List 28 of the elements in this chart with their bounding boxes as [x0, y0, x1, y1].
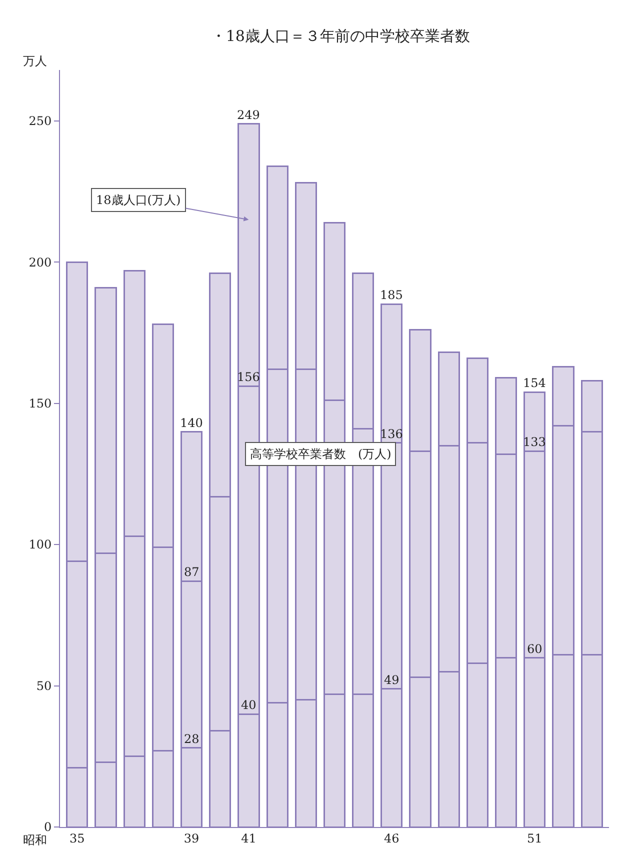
x-axis-title: 昭和 [23, 833, 47, 847]
annotation: 249 [237, 108, 260, 122]
annotation: 154 [523, 376, 546, 390]
annotation: 185 [380, 288, 403, 302]
y-tick-label: 250 [28, 114, 52, 128]
y-axis-title: 万人 [23, 54, 47, 68]
chart-title: ・18歳人口＝３年前の中学校卒業者数 [210, 26, 470, 45]
x-tick-label: 39 [184, 831, 200, 846]
annotation: 140 [180, 416, 203, 430]
annotation: 136 [380, 427, 403, 441]
annotation: 28 [184, 732, 200, 746]
annotation: 40 [241, 698, 256, 712]
annotation: 87 [184, 565, 200, 579]
y-tick-label: 200 [28, 255, 52, 270]
x-tick-label: 35 [70, 831, 85, 846]
annotation: 49 [384, 673, 400, 687]
y-tick-label: 50 [36, 678, 52, 693]
annotation: 60 [527, 642, 542, 656]
annotation: 133 [523, 435, 546, 449]
y-tick-label: 0 [44, 820, 52, 834]
annotation: 高等学校卒業者数 (万人) [250, 447, 392, 461]
x-tick-label: 41 [241, 831, 256, 846]
x-tick-label: 46 [384, 831, 400, 846]
y-tick-label: 150 [28, 396, 52, 411]
x-tick-label: 51 [527, 831, 542, 846]
annotation: 156 [237, 370, 260, 384]
annotation: 18歳人口(万人) [96, 193, 181, 207]
y-tick-label: 100 [28, 538, 52, 552]
